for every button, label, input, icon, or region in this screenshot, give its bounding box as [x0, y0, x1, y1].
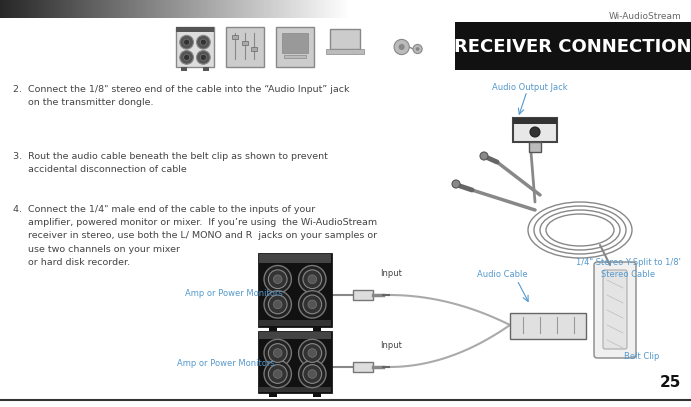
- Circle shape: [274, 349, 282, 357]
- Text: Input: Input: [380, 341, 402, 350]
- Bar: [203, 67, 209, 71]
- Circle shape: [303, 365, 321, 383]
- Bar: [180, 67, 187, 71]
- Circle shape: [274, 275, 282, 284]
- Circle shape: [308, 300, 316, 309]
- Circle shape: [299, 360, 326, 388]
- Bar: [510, 313, 586, 339]
- Circle shape: [264, 339, 292, 367]
- Circle shape: [480, 152, 488, 160]
- Bar: [242, 41, 248, 45]
- Circle shape: [184, 39, 190, 45]
- Circle shape: [268, 365, 287, 383]
- Text: Audio Output Jack: Audio Output Jack: [492, 83, 568, 92]
- Circle shape: [299, 291, 326, 318]
- Text: Amp or Power Monitors: Amp or Power Monitors: [185, 289, 283, 298]
- Circle shape: [299, 265, 326, 293]
- Bar: [176, 27, 214, 32]
- Circle shape: [268, 270, 287, 289]
- FancyBboxPatch shape: [594, 262, 636, 358]
- Bar: [283, 55, 306, 58]
- Circle shape: [200, 39, 207, 45]
- Bar: [226, 27, 264, 67]
- Bar: [513, 118, 557, 142]
- Circle shape: [196, 35, 210, 49]
- Bar: [282, 33, 308, 53]
- Circle shape: [268, 295, 287, 314]
- Text: 2.  Connect the 1/8" stereo end of the cable into the “Audio Input” jack
     on: 2. Connect the 1/8" stereo end of the ca…: [13, 85, 350, 107]
- Text: Amp or Power Monitors: Amp or Power Monitors: [177, 359, 275, 368]
- Circle shape: [394, 39, 409, 55]
- Text: 1/4" Stereo Y-Split to 1/8'
Stereo Cable: 1/4" Stereo Y-Split to 1/8' Stereo Cable: [576, 258, 681, 279]
- Bar: [276, 27, 314, 67]
- Circle shape: [180, 35, 193, 49]
- Bar: [252, 47, 258, 51]
- Bar: [513, 118, 557, 124]
- Circle shape: [264, 265, 292, 293]
- Bar: [269, 392, 277, 397]
- Bar: [259, 320, 331, 326]
- Text: 25: 25: [660, 375, 681, 390]
- Circle shape: [200, 55, 207, 61]
- FancyBboxPatch shape: [603, 270, 627, 349]
- Bar: [259, 332, 331, 339]
- Bar: [312, 392, 321, 397]
- Bar: [353, 362, 373, 372]
- Circle shape: [452, 180, 460, 188]
- Text: Audio Cable: Audio Cable: [477, 270, 527, 279]
- Circle shape: [274, 300, 282, 309]
- Bar: [326, 49, 364, 54]
- Bar: [455, 22, 691, 70]
- Circle shape: [416, 47, 419, 51]
- Bar: [259, 254, 331, 263]
- Text: RECEIVER CONNECTION: RECEIVER CONNECTION: [454, 38, 691, 56]
- Circle shape: [530, 127, 540, 137]
- Circle shape: [308, 275, 316, 284]
- Circle shape: [303, 344, 321, 362]
- Circle shape: [268, 344, 287, 362]
- Circle shape: [264, 291, 292, 318]
- Text: Belt Clip: Belt Clip: [624, 352, 660, 361]
- Bar: [259, 387, 331, 392]
- Bar: [269, 326, 277, 331]
- Text: 4.  Connect the 1/4" male end of the cable to the inputs of your
     amplifier,: 4. Connect the 1/4" male end of the cabl…: [13, 205, 377, 267]
- Circle shape: [308, 349, 316, 357]
- Circle shape: [413, 44, 422, 54]
- Bar: [312, 326, 321, 331]
- Circle shape: [264, 360, 292, 388]
- Text: 3.  Rout the audio cable beneath the belt clip as shown to prevent
     accident: 3. Rout the audio cable beneath the belt…: [13, 152, 328, 174]
- Text: Input: Input: [380, 269, 402, 278]
- Circle shape: [303, 295, 321, 314]
- Circle shape: [196, 50, 210, 64]
- Text: Wi-AudioStream: Wi-AudioStream: [608, 12, 681, 21]
- Bar: [259, 254, 331, 326]
- Bar: [330, 29, 360, 49]
- Bar: [176, 27, 214, 67]
- Circle shape: [180, 50, 193, 64]
- Circle shape: [399, 44, 405, 50]
- Circle shape: [308, 370, 316, 379]
- Bar: [259, 332, 331, 392]
- Circle shape: [299, 339, 326, 367]
- Bar: [232, 35, 238, 39]
- Bar: [353, 290, 373, 300]
- Circle shape: [274, 370, 282, 379]
- Circle shape: [303, 270, 321, 289]
- Circle shape: [184, 55, 190, 61]
- Bar: [529, 142, 541, 152]
